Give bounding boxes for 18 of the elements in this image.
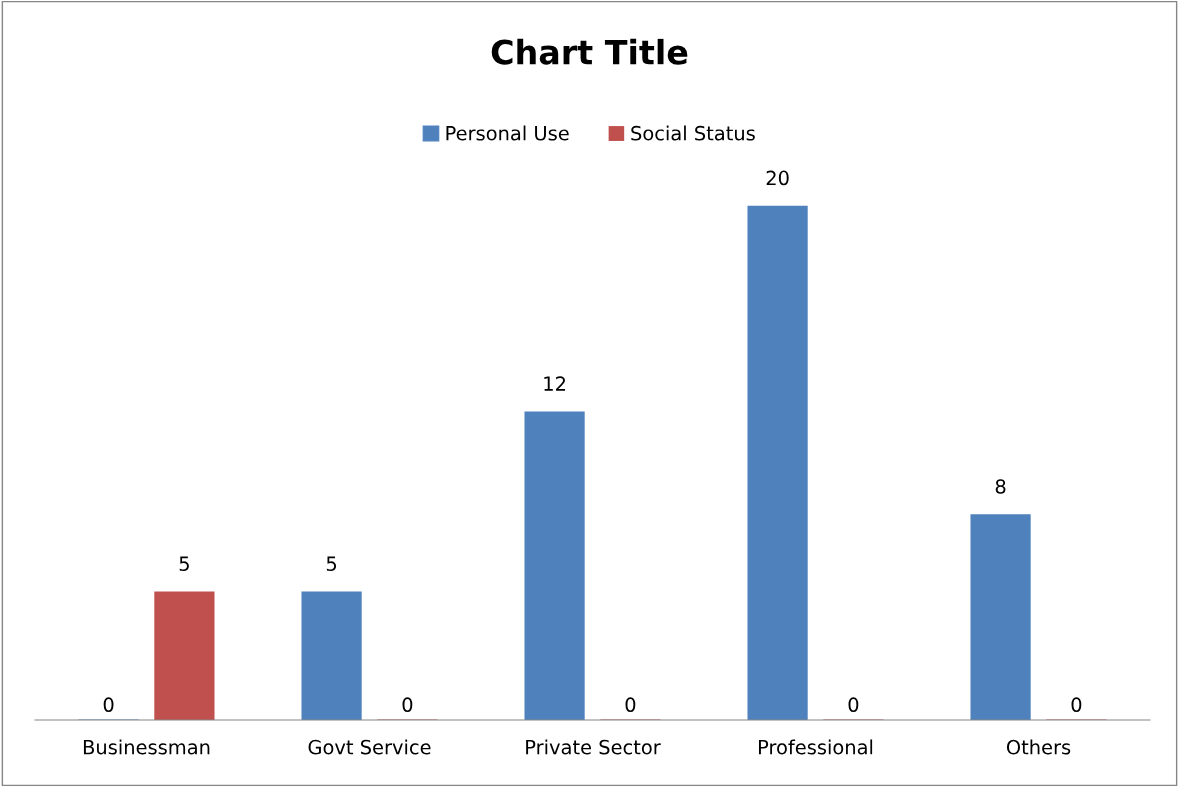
- chart-title: Chart Title: [491, 38, 688, 65]
- data-label: 8: [995, 479, 1006, 494]
- legend-label: Social Status: [631, 125, 755, 141]
- data-label: 5: [326, 556, 337, 571]
- data-label: 0: [848, 697, 859, 713]
- data-label: 0: [103, 697, 114, 713]
- x-tick-label: Professional: [758, 739, 873, 755]
- data-label: 0: [625, 697, 636, 713]
- data-label: 20: [766, 170, 789, 186]
- data-label: 0: [1071, 697, 1082, 713]
- data-label: 5: [179, 556, 189, 571]
- data-label: 0: [402, 697, 413, 713]
- x-tick-label: Others: [1006, 739, 1071, 755]
- x-tick-label: Govt Service: [308, 739, 431, 755]
- legend-label: Personal Use: [446, 125, 569, 141]
- data-label: 12: [544, 376, 566, 391]
- x-tick-label: Private Sector: [526, 739, 661, 755]
- x-tick-label: Businessman: [83, 739, 210, 755]
